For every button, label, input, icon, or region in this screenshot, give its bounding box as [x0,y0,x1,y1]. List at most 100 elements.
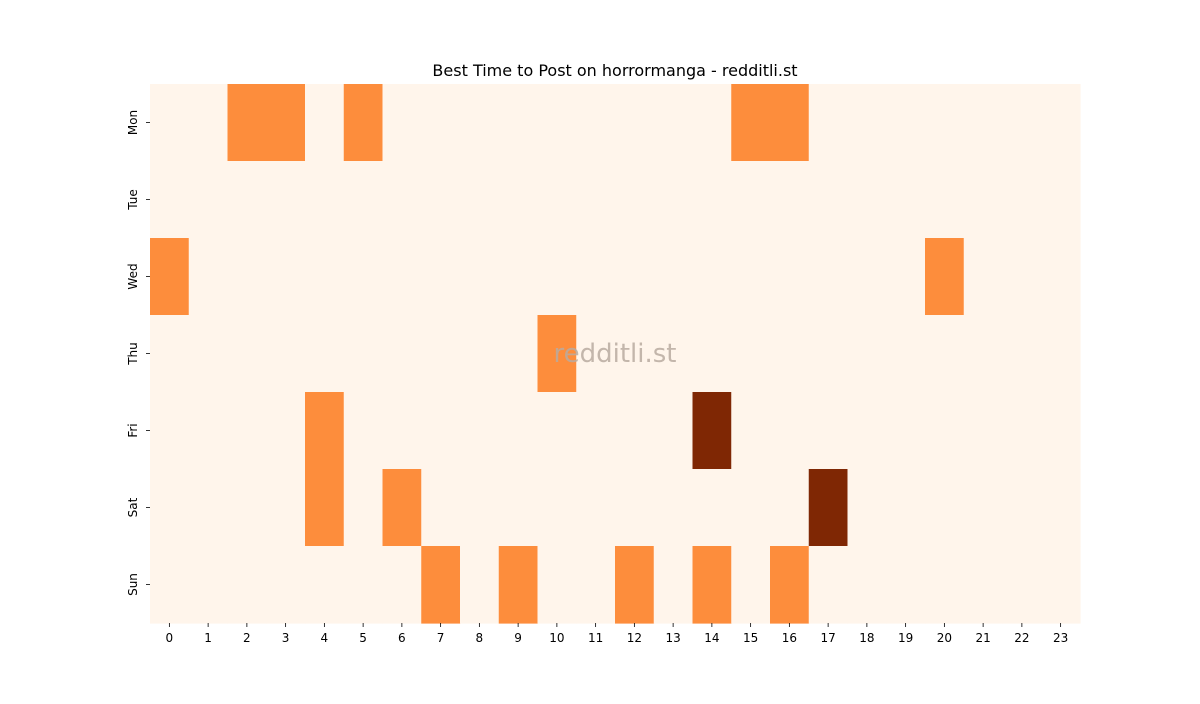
heatmap-cell-sun-17 [808,546,849,624]
heatmap-cell-fri-6 [382,392,422,470]
heatmap-cell-fri-19 [886,392,926,470]
heatmap-cell-wed-10 [537,238,577,316]
heatmap-cell-sat-16 [770,469,810,547]
heatmap-cell-thu-22 [1002,315,1042,393]
heatmap-cell-fri-3 [266,392,306,470]
heatmap-cell-mon-2 [227,84,267,162]
heatmap-cell-thu-13 [653,315,694,393]
heatmap-cell-tue-23 [1041,161,1081,239]
x-tick-label: 10 [549,631,564,645]
heatmap-cell-mon-5 [343,84,384,162]
heatmap-cell-wed-7 [421,238,461,316]
heatmap-cell-sat-2 [227,469,267,547]
heatmap-cell-mon-0 [150,84,190,162]
heatmap-cell-mon-8 [460,84,500,162]
chart-title: Best Time to Post on horrormanga - reddi… [432,61,797,80]
x-tick-label: 17 [820,631,835,645]
heatmap-cell-sat-0 [150,469,190,547]
heatmap-cell-tue-21 [963,161,1004,239]
x-tick-label: 6 [398,631,406,645]
heatmap-cell-wed-4 [305,238,345,316]
heatmap-cell-sat-1 [188,469,229,547]
heatmap-cell-wed-17 [808,238,849,316]
heatmap-cell-fri-5 [343,392,384,470]
heatmap-cell-fri-18 [847,392,887,470]
heatmap-cell-tue-20 [925,161,965,239]
x-tick-label: 9 [514,631,522,645]
heatmap-cell-wed-20 [925,238,965,316]
heatmap-cell-sun-16 [770,546,810,624]
heatmap-cell-sat-23 [1041,469,1081,547]
heatmap-cell-thu-21 [963,315,1004,393]
heatmap-cell-fri-0 [150,392,190,470]
heatmap-cell-sun-20 [925,546,965,624]
heatmap-cell-thu-10 [537,315,577,393]
heatmap-cell-sat-20 [925,469,965,547]
x-tick-label: 16 [782,631,797,645]
heatmap-cell-sun-15 [731,546,771,624]
heatmap-cell-tue-22 [1002,161,1042,239]
y-tick-label: Wed [126,263,140,289]
heatmap-cell-mon-22 [1002,84,1042,162]
heatmap-cell-wed-15 [731,238,771,316]
heatmap-cell-mon-13 [653,84,694,162]
heatmap-cell-wed-3 [266,238,306,316]
y-tick-label: Thu [126,342,140,366]
heatmap-cell-sun-21 [963,546,1004,624]
heatmap-cell-tue-1 [188,161,229,239]
heatmap-cell-sun-23 [1041,546,1081,624]
heatmap-cell-tue-12 [615,161,655,239]
heatmap-cell-thu-3 [266,315,306,393]
x-tick-label: 1 [204,631,212,645]
heatmap-cell-tue-13 [653,161,694,239]
heatmap-cell-fri-13 [653,392,694,470]
x-tick-label: 19 [898,631,913,645]
heatmap-cell-sun-12 [615,546,655,624]
heatmap-cell-sat-8 [460,469,500,547]
heatmap-cell-tue-0 [150,161,190,239]
heatmap-cell-sun-3 [266,546,306,624]
heatmap-cell-mon-23 [1041,84,1081,162]
heatmap-cell-sun-6 [382,546,422,624]
heatmap-cell-sat-4 [305,469,345,547]
heatmap-cell-fri-21 [963,392,1004,470]
heatmap-cell-wed-11 [576,238,616,316]
heatmap-cell-mon-18 [847,84,887,162]
heatmap-cell-mon-12 [615,84,655,162]
heatmap-cell-mon-15 [731,84,771,162]
heatmap-cell-thu-4 [305,315,345,393]
heatmap-cell-mon-11 [576,84,616,162]
heatmap-cell-tue-5 [343,161,384,239]
x-tick-label: 0 [166,631,174,645]
x-tick-label: 5 [359,631,367,645]
heatmap-cell-mon-16 [770,84,810,162]
heatmap-cell-sat-3 [266,469,306,547]
heatmap-cell-sun-7 [421,546,461,624]
x-tick-label: 22 [1014,631,1029,645]
heatmap-cell-sun-22 [1002,546,1042,624]
heatmap-cell-thu-15 [731,315,771,393]
heatmap-cell-mon-20 [925,84,965,162]
heatmap-cell-fri-15 [731,392,771,470]
heatmap-cell-tue-10 [537,161,577,239]
heatmap-cell-tue-16 [770,161,810,239]
heatmap-cell-mon-9 [498,84,539,162]
heatmap-cell-sun-19 [886,546,926,624]
heatmap-cell-wed-14 [692,238,732,316]
heatmap-cell-thu-12 [615,315,655,393]
heatmap-cell-thu-8 [460,315,500,393]
heatmap-cell-thu-23 [1041,315,1081,393]
heatmap-cell-sun-14 [692,546,732,624]
y-tick-label: Mon [126,110,140,135]
heatmap-cell-tue-19 [886,161,926,239]
watermark: redditli.st [554,339,677,369]
heatmap-cell-wed-23 [1041,238,1081,316]
heatmap-cell-sat-18 [847,469,887,547]
heatmap-cell-fri-10 [537,392,577,470]
x-tick-label: 3 [282,631,290,645]
heatmap-cell-tue-17 [808,161,849,239]
heatmap-cell-sat-14 [692,469,732,547]
heatmap-cell-tue-4 [305,161,345,239]
x-tick-label: 8 [476,631,484,645]
